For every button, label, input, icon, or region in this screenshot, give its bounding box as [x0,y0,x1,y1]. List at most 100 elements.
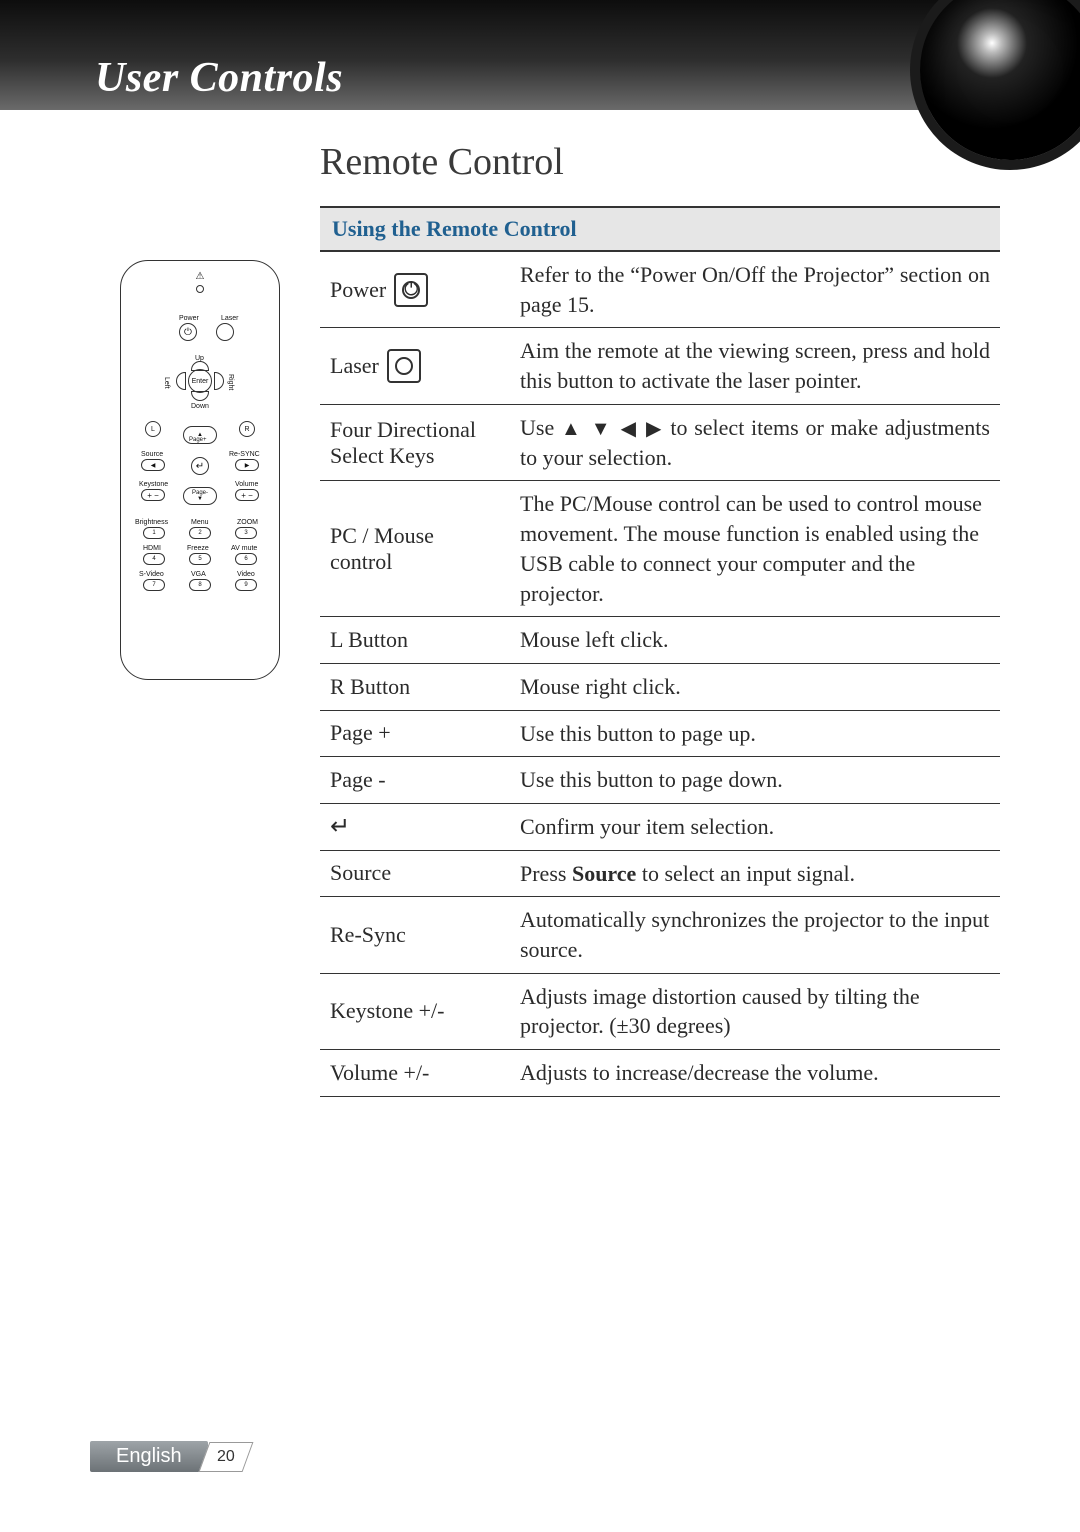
table-desc-cell: Automatically synchronizes the projector… [510,897,1000,972]
table-desc-cell: Confirm your item selection. [510,804,1000,850]
desc-text: The PC/Mouse control can be used to cont… [520,491,982,605]
key-label: Re-Sync [330,922,406,948]
num-5: 5 [189,553,211,565]
table-key-cell: Page + [320,711,510,757]
resync-button-icon: ▶ [235,459,259,471]
source-button-icon: ◀ [141,459,165,471]
table-row: Re-Sync Automatically synchronizes the pr… [320,897,1000,973]
label-menu: Menu [191,519,209,526]
main-column: Remote Control Using the Remote Control … [310,140,1000,1097]
label-pageplus: Page+ [189,437,207,443]
desc-bold: Source [572,861,636,886]
dpad-left-icon [176,372,186,390]
content-area: ⚠ Power ⏻ Laser Up Enter Left Right Down… [0,110,1080,1097]
arrow-keys-icon: ▲ ▼ ◀ ▶ [561,418,664,440]
label-power: Power [179,315,199,322]
desc-text: Confirm your item selection. [520,814,774,839]
key-label: Power [330,277,386,303]
table-row: SourcePress Source to select an input si… [320,851,1000,898]
label-source: Source [141,451,163,458]
key-label: R Button [330,674,410,700]
section-title: Remote Control [320,140,1000,184]
desc-text: Adjusts image distortion caused by tilti… [520,984,920,1039]
power-button-icon: ⏻ [179,323,197,341]
num-7: 7 [143,579,165,591]
label-resync: Re-SYNC [229,451,260,458]
num-2: 2 [189,527,211,539]
num-3: 3 [235,527,257,539]
label-volume: Volume [235,481,258,488]
table-row: L Button Mouse left click. [320,617,1000,664]
desc-text: Press [520,861,572,886]
table-key-cell: Page - [320,757,510,803]
table-desc-cell: Mouse right click. [510,664,1000,710]
dpad-down-icon [191,391,209,401]
table-key-cell: Volume +/- [320,1050,510,1096]
key-label: Page + [330,720,391,746]
table-row: ↵ Confirm your item selection. [320,804,1000,851]
laser-button-icon [216,323,234,341]
remote-functions-table: Using the Remote Control Power ⏻ Refer to … [320,206,1000,1097]
table-desc-cell: Adjusts to increase/decrease the volume. [510,1050,1000,1096]
keystone-button-icon: + − [141,489,165,501]
volume-button-icon: + − [235,489,259,501]
label-laser: Laser [221,315,239,322]
desc-text: Automatically synchronizes the projector… [520,907,989,962]
table-key-cell: Re-Sync [320,897,510,972]
table-row: Page - Use this button to page down. [320,757,1000,804]
table-row: PC / Mouse control The PC/Mouse control c… [320,481,1000,617]
footer-language: English [90,1441,208,1472]
l-button-icon: L [145,421,161,437]
label-left: Left [163,377,170,389]
desc-text: Aim the remote at the viewing screen, pr… [520,338,990,393]
table-row: Keystone +/- Adjusts image distortion cau… [320,974,1000,1050]
label-avmute: AV mute [231,545,257,552]
key-label: Source [330,860,391,886]
desc-text: Mouse right click. [520,674,681,699]
desc-text: Use [520,415,561,440]
label-svideo: S-Video [139,571,164,578]
table-key-cell: Power ⏻ [320,252,510,327]
table-key-cell: Source [320,851,510,897]
table-header: Using the Remote Control [320,208,1000,252]
table-row: Page + Use this button to page up. [320,711,1000,758]
desc-text: Use this button to page down. [520,767,783,792]
confirm-button-icon: ↵ [191,457,209,475]
table-row: R Button Mouse right click. [320,664,1000,711]
key-label: Keystone +/- [330,998,444,1024]
remote-diagram: ⚠ Power ⏻ Laser Up Enter Left Right Down… [120,260,280,680]
num-4: 4 [143,553,165,565]
table-desc-cell: Press Source to select an input signal. [510,851,1000,897]
key-label: Laser [330,353,379,379]
desc-text: to select an input signal. [636,861,855,886]
page-title: User Controls [95,54,343,102]
label-freeze: Freeze [187,545,209,552]
table-key-cell: L Button [320,617,510,663]
table-desc-cell: Mouse left click. [510,617,1000,663]
power-icon: ⏻ [394,273,428,307]
table-desc-cell: Refer to the “Power On/Off the Projector… [510,252,1000,327]
table-key-cell: PC / Mouse control [320,481,510,616]
label-brightness: Brightness [135,519,168,526]
table-desc-cell: Use this button to page down. [510,757,1000,803]
label-down: Down [191,403,209,410]
key-label: L Button [330,627,408,653]
header-banner: User Controls [0,0,1080,110]
table-key-cell: Laser [320,328,510,403]
table-row: Laser Aim the remote at the viewing scree… [320,328,1000,404]
label-vga: VGA [191,571,206,578]
desc-text: Adjusts to increase/decrease the volume. [520,1060,879,1085]
table-desc-cell: Use this button to page up. [510,711,1000,757]
key-label: Volume +/- [330,1060,429,1086]
table-key-cell: Four Directional Select Keys [320,405,510,481]
table-row: Four Directional Select KeysUse ▲ ▼ ◀ ▶ … [320,405,1000,482]
label-zoom: ZOOM [237,519,258,526]
label-video: Video [237,571,255,578]
table-key-cell: R Button [320,664,510,710]
page-minus-button-icon: Page-▼ [183,487,217,505]
footer: English 20 [90,1441,248,1472]
key-label: PC / Mouse control [330,523,500,575]
key-label: Page - [330,767,386,793]
dpad-up-icon [191,361,209,371]
enter-icon: ↵ [330,812,350,841]
